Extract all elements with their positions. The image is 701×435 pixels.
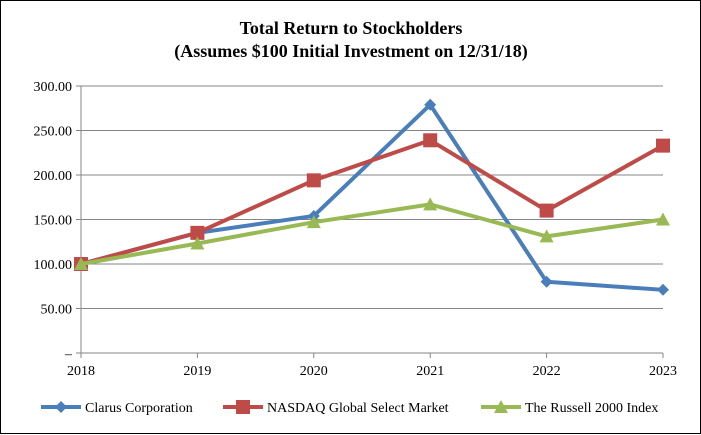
data-point: [190, 236, 205, 250]
legend-item-2: The Russell 2000 Index: [481, 400, 658, 416]
data-point: [657, 283, 669, 296]
gridlines: [81, 85, 663, 309]
y-tick-label: –: [64, 347, 73, 362]
x-tick-label: 2020: [300, 364, 328, 379]
legend-item-1: NASDAQ Global Select Market: [223, 400, 449, 416]
legend-item-0: Clarus Corporation: [41, 401, 193, 416]
data-point: [190, 225, 205, 240]
data-point: [540, 275, 553, 288]
legend-label: NASDAQ Global Select Market: [267, 401, 449, 416]
legend-marker: [236, 400, 250, 414]
data-point: [656, 212, 670, 226]
data-point: [423, 133, 438, 148]
series-2: [74, 197, 670, 270]
data-point: [424, 98, 437, 111]
data-point: [656, 138, 670, 153]
series-line-2: [80, 202, 664, 266]
series-line-1: [80, 138, 664, 266]
y-tick-label: 100.00: [34, 258, 73, 273]
data-point: [539, 203, 554, 218]
y-tick-label: 250.00: [34, 125, 73, 140]
legend-marker: [494, 400, 508, 413]
x-tick-label: 2019: [183, 364, 211, 379]
data-point: [306, 173, 321, 188]
data-point: [74, 257, 88, 270]
data-point: [306, 215, 321, 229]
series-line-0: [80, 102, 664, 292]
y-tick-label: 150.00: [34, 214, 73, 229]
legend-label: Clarus Corporation: [85, 401, 193, 416]
series-0: [75, 98, 669, 296]
chart-subtitle: (Assumes $100 Initial Investment on 12/3…: [174, 41, 528, 62]
data-point: [423, 197, 438, 211]
x-tick-label: 2021: [416, 364, 444, 379]
legend-label: The Russell 2000 Index: [525, 401, 658, 416]
x-tick-label: 2018: [67, 364, 95, 379]
series-group: [74, 98, 670, 296]
data-point: [539, 229, 554, 243]
x-tick-label: 2022: [533, 364, 561, 379]
x-tick-label: 2023: [649, 364, 677, 379]
axes: – 50.00 100.00 150.00 200.00 250.00 300.00 2018…: [34, 80, 678, 379]
y-tick-label: 200.00: [34, 169, 73, 184]
chart-title: Total Return to Stockholders: [240, 18, 463, 38]
y-tick-label: 300.00: [34, 80, 73, 95]
legend: Clarus Corporation NASDAQ Global Select M…: [41, 400, 658, 416]
legend-marker: [55, 401, 67, 413]
y-tick-label: 50.00: [41, 303, 73, 318]
